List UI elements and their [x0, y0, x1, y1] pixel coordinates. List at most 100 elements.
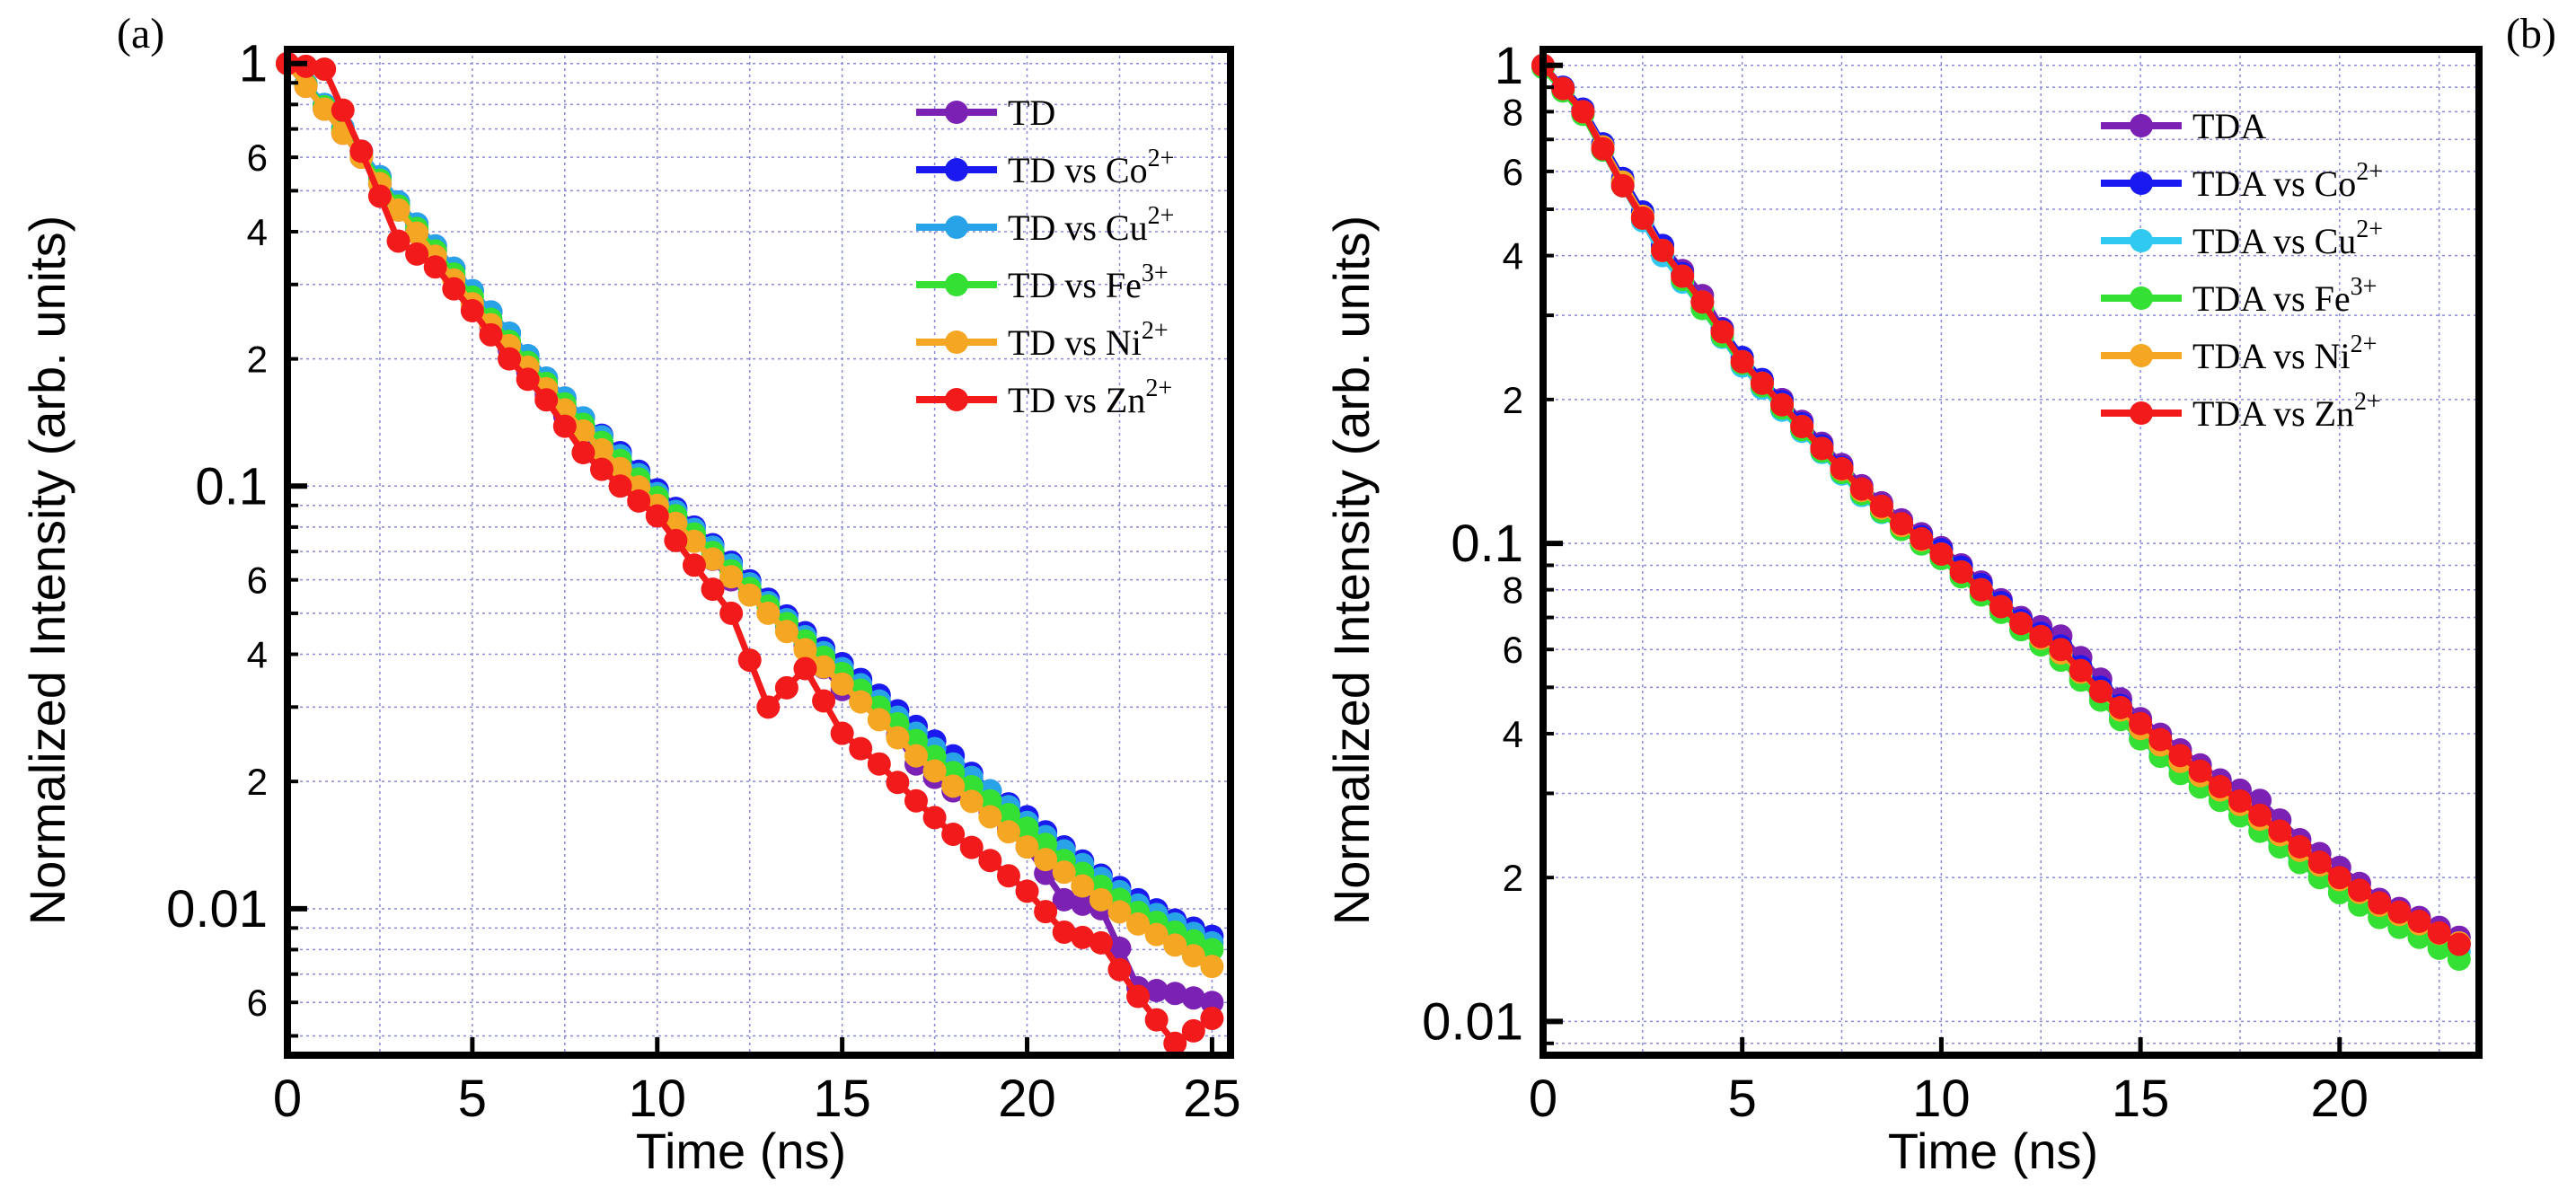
data-point	[1181, 944, 1205, 968]
y-minor-tick-label: 2	[1503, 857, 1523, 899]
legend-swatch-marker	[2130, 286, 2153, 310]
data-point	[1200, 1006, 1224, 1030]
y-tick-label: 0.1	[1451, 515, 1523, 573]
y-minor-tick-label: 6	[247, 982, 268, 1024]
data-point	[1015, 879, 1039, 903]
data-point	[386, 198, 410, 222]
data-point	[2088, 680, 2113, 704]
data-point	[405, 242, 429, 266]
data-point	[516, 367, 540, 392]
data-point	[664, 528, 688, 552]
legend-label: TD	[1008, 92, 1055, 133]
legend-label: TDA vs Fe3+	[2192, 273, 2377, 319]
data-point	[941, 774, 966, 798]
y-tick-label: 1	[239, 35, 268, 93]
data-point	[2368, 891, 2392, 915]
data-point	[2129, 711, 2153, 736]
data-point	[1630, 206, 1654, 230]
data-point	[1089, 887, 1113, 912]
data-point	[1200, 991, 1224, 1015]
data-point	[1015, 816, 1039, 841]
data-point	[737, 583, 762, 607]
data-point	[2168, 744, 2192, 768]
data-point	[1089, 930, 1113, 955]
y-tick-label: 0.1	[195, 457, 268, 515]
data-point	[719, 565, 744, 589]
y-minor-tick-label: 4	[1503, 713, 1523, 755]
legend-swatch-marker	[2130, 401, 2153, 425]
legend-label: TD vs Cu2+	[1008, 202, 1174, 248]
x-tick-label: 25	[1183, 1070, 1241, 1128]
data-point	[922, 806, 947, 830]
legend-swatch-marker	[945, 158, 968, 181]
data-point	[1034, 900, 1058, 924]
legend-label: TD vs Co2+	[1008, 145, 1174, 190]
legend-swatch-marker	[945, 216, 968, 239]
data-point	[2387, 900, 2412, 924]
data-point	[996, 802, 1020, 826]
x-axis-label: Time (ns)	[636, 1123, 846, 1179]
data-point	[2288, 834, 2312, 859]
data-point	[2049, 638, 2073, 662]
data-point	[922, 759, 947, 783]
data-point	[886, 771, 910, 795]
x-tick-label: 5	[458, 1070, 487, 1128]
data-point	[830, 721, 854, 745]
data-point	[2108, 695, 2132, 719]
data-point	[756, 601, 781, 625]
data-point	[1989, 595, 2013, 619]
data-point	[1052, 860, 1076, 885]
x-tick-label: 10	[629, 1070, 687, 1128]
x-tick-label: 20	[998, 1070, 1056, 1128]
y-axis-label: Normalized Intensity (arb. units)	[1323, 216, 1380, 926]
data-point	[1591, 137, 1615, 161]
data-point	[2228, 788, 2252, 813]
y-minor-tick-label: 6	[247, 137, 268, 179]
data-point	[1052, 920, 1076, 944]
data-point	[904, 744, 928, 768]
data-point	[774, 675, 798, 700]
legend-label: TD vs Ni2+	[1008, 317, 1169, 363]
data-point	[2248, 803, 2272, 827]
data-point	[1015, 835, 1039, 859]
data-point	[552, 414, 577, 438]
legend-label: TDA vs Cu2+	[2192, 216, 2383, 261]
y-tick-label: 0.01	[166, 880, 268, 938]
data-point	[2029, 624, 2053, 648]
data-point	[442, 277, 466, 301]
data-point	[2268, 819, 2292, 843]
data-point	[1929, 542, 1954, 566]
data-point	[793, 656, 817, 681]
data-point	[1071, 874, 1095, 898]
panel-label-b: (b)	[2506, 10, 2556, 57]
data-point	[1144, 922, 1169, 947]
data-point	[2307, 850, 2332, 875]
data-point	[737, 648, 762, 673]
data-point	[460, 299, 484, 323]
y-minor-tick-label: 4	[247, 634, 268, 676]
legend-swatch-marker	[945, 273, 968, 296]
data-point	[2447, 932, 2471, 956]
data-point	[812, 689, 836, 713]
data-point	[1144, 979, 1169, 1003]
y-minor-tick-label: 2	[247, 339, 268, 381]
legend-swatch-marker	[945, 330, 968, 354]
legend-swatch-marker	[2130, 229, 2153, 252]
plot-frame	[1539, 46, 2483, 1059]
data-point	[1750, 371, 1774, 395]
data-point	[608, 474, 632, 498]
y-minor-tick-label: 4	[1503, 235, 1523, 277]
data-point	[423, 255, 447, 279]
data-point	[1200, 938, 1224, 962]
data-point	[1107, 936, 1132, 960]
data-point	[1163, 933, 1187, 957]
data-point	[774, 620, 798, 644]
x-axis-label: Time (ns)	[1888, 1123, 2098, 1179]
y-minor-tick-label: 6	[1503, 151, 1523, 193]
data-point	[1710, 320, 1734, 344]
data-point	[1200, 955, 1224, 979]
data-point	[1830, 456, 1854, 480]
data-point	[867, 708, 891, 732]
data-point	[2327, 866, 2351, 890]
